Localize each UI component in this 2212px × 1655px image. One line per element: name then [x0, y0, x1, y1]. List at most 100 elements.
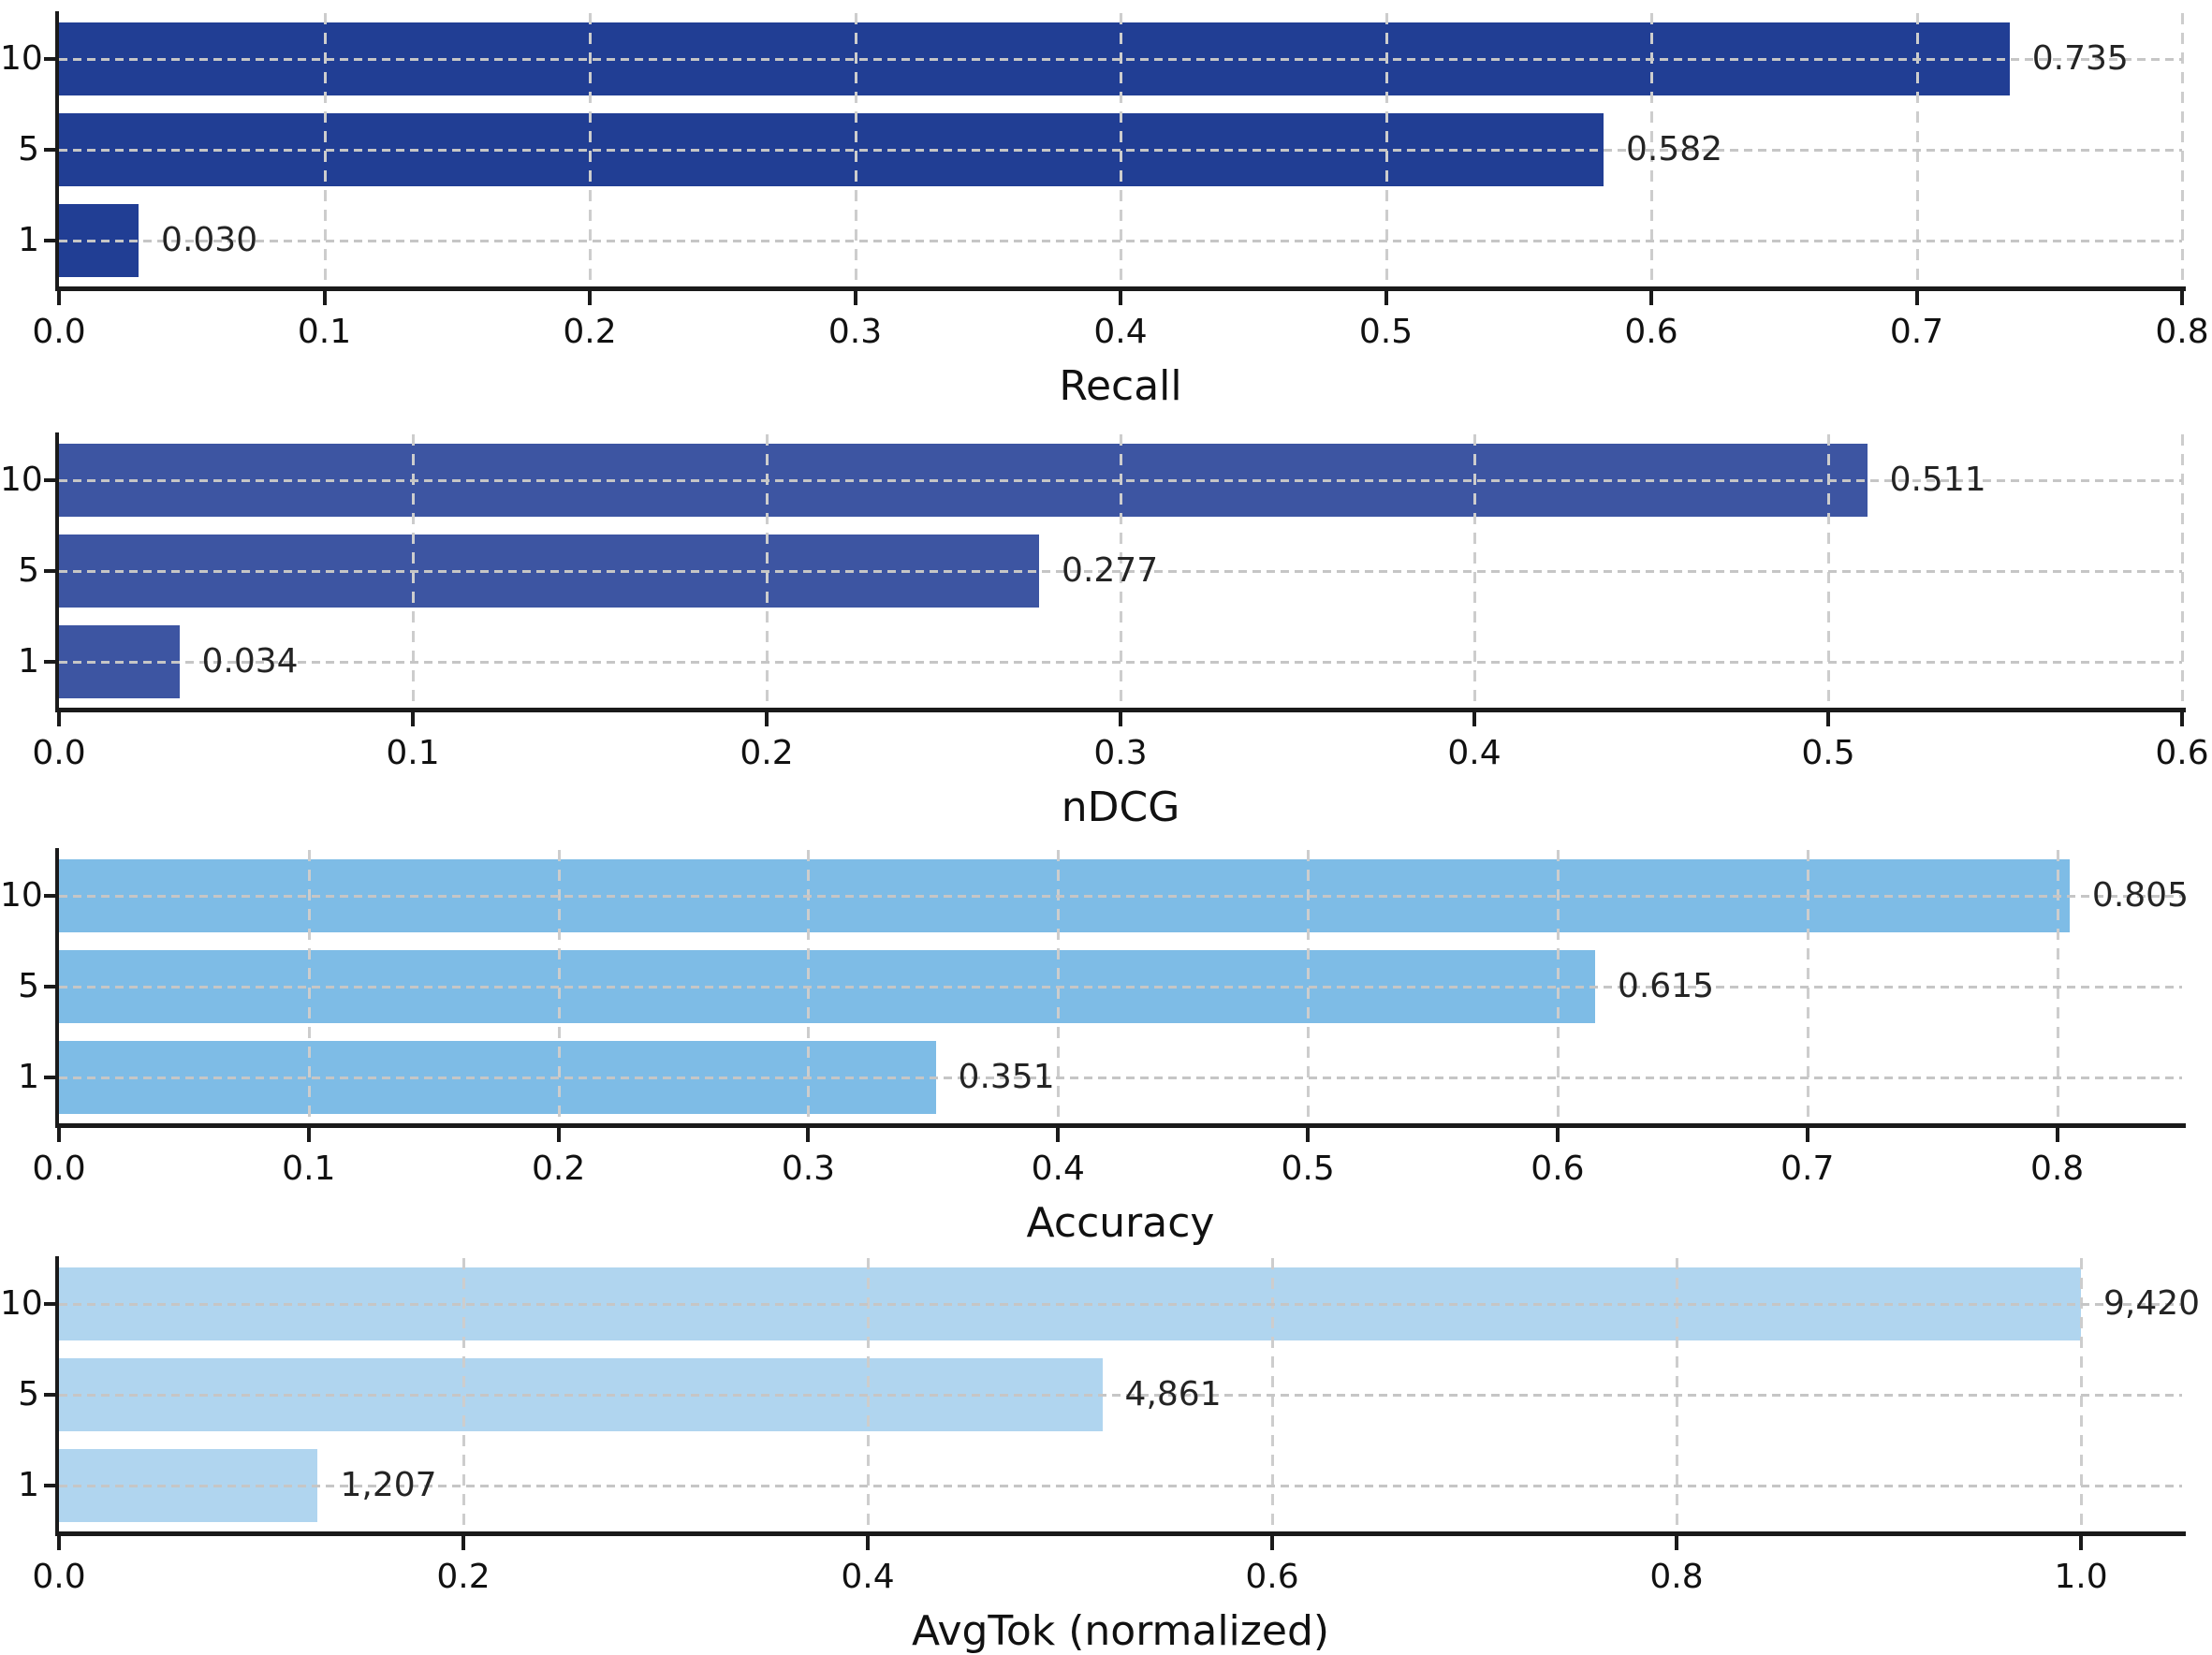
y-gridline: [59, 1394, 2182, 1397]
x-axis-spine: [55, 1123, 2186, 1128]
y-gridline: [59, 149, 2182, 152]
x-tick-mark: [322, 288, 327, 305]
x-tick-mark: [461, 1533, 465, 1550]
axis-title-ndcg: nDCG: [1061, 784, 1180, 831]
x-tick-label: 0.4: [1093, 313, 1148, 351]
x-tick-label: 0.1: [297, 313, 352, 351]
x-tick-mark: [57, 1125, 61, 1142]
x-tick-mark: [1826, 710, 1830, 726]
x-tick-mark: [866, 1533, 870, 1550]
y-gridline: [59, 240, 2182, 243]
y-tick-mark: [44, 477, 59, 482]
x-tick-mark: [1119, 710, 1122, 726]
plot-area-accuracy: 0.805 0.615 0.351: [55, 848, 2189, 1128]
x-tick-mark: [1056, 1125, 1061, 1142]
x-tick-mark: [411, 710, 415, 726]
axis-title-recall: Recall: [1059, 362, 1182, 410]
y-tick-mark: [44, 148, 59, 152]
x-tick-label: 0.2: [532, 1150, 586, 1188]
x-tick-label: 0.5: [1281, 1150, 1335, 1188]
x-tick-mark: [1270, 1533, 1274, 1550]
x-tick-mark: [1649, 288, 1653, 305]
x-axis-spine: [55, 1531, 2186, 1536]
bar-value-label: 0.030: [161, 221, 258, 260]
y-tick-mark: [44, 985, 59, 989]
x-tick-label: 0.0: [32, 1150, 86, 1188]
x-tick-mark: [1555, 1125, 1560, 1142]
x-tick-label: 0.5: [1358, 313, 1414, 351]
x-tick-label: 0.7: [1889, 313, 1944, 351]
x-tick-mark: [806, 1125, 811, 1142]
y-tick-label: 1: [18, 1058, 39, 1097]
y-tick-mark: [44, 1301, 59, 1306]
y-tick-label: 10: [0, 38, 43, 78]
y-tick-label: 10: [0, 875, 43, 915]
y-tick-mark: [44, 56, 59, 61]
x-tick-label: 0.4: [1447, 734, 1502, 772]
bar-value-label: 0.511: [1889, 460, 1986, 499]
y-tick-label: 10: [0, 460, 43, 499]
x-tick-label: 0.7: [1780, 1150, 1835, 1188]
y-tick-label: 5: [18, 1375, 39, 1413]
y-gridline: [59, 894, 2182, 898]
bar-value-label: 0.615: [1617, 967, 1715, 1005]
x-tick-label: 0.2: [436, 1558, 491, 1596]
axis-title-avgtok-normalized: AvgTok (normalized): [911, 1607, 1330, 1655]
x-tick-mark: [2180, 710, 2184, 726]
bar-value-label: 0.277: [1062, 551, 1159, 590]
x-tick-label: 0.8: [2029, 1150, 2085, 1188]
y-gridline: [59, 57, 2182, 61]
y-gridline: [59, 1076, 2182, 1080]
y-gridline: [59, 570, 2182, 573]
x-tick-label: 0.3: [781, 1150, 836, 1188]
plot-area-recall: 0.735 0.582 0.030: [55, 11, 2186, 291]
x-tick-label: 0.1: [386, 734, 440, 772]
y-gridline: [59, 1485, 2182, 1488]
x-tick-mark: [2079, 1533, 2083, 1550]
x-tick-mark: [1384, 288, 1388, 305]
x-tick-mark: [57, 288, 61, 305]
y-gridline: [59, 661, 2182, 665]
y-gridline: [59, 478, 2182, 482]
x-tick-label: 0.1: [282, 1150, 336, 1188]
x-tick-mark: [588, 288, 592, 305]
chart-ndcg: 0.511 0.277 0.034 0.0 0.1 0.2 0.3 0.4 0.5 0.6 10 5 1…: [0, 432, 2212, 848]
x-tick-label: 0.6: [2155, 734, 2209, 772]
x-tick-mark: [57, 710, 61, 726]
plot-area-ndcg: 0.511 0.277 0.034: [55, 432, 2186, 712]
x-tick-label: 0.8: [2155, 313, 2209, 351]
x-tick-label: 0.3: [828, 313, 883, 351]
x-tick-label: 0.2: [740, 734, 794, 772]
y-tick-label: 1: [18, 642, 39, 681]
y-tick-label: 5: [18, 967, 39, 1005]
x-tick-label: 0.8: [1649, 1558, 1704, 1596]
x-tick-mark: [57, 1533, 61, 1550]
x-tick-mark: [1675, 1533, 1678, 1550]
x-tick-label: 0.6: [1531, 1150, 1585, 1188]
x-tick-label: 0.4: [1031, 1150, 1085, 1188]
x-tick-label: 0.4: [841, 1558, 895, 1596]
x-tick-mark: [1472, 710, 1476, 726]
y-tick-mark: [44, 660, 59, 665]
bar-value-label: 0.805: [2091, 875, 2189, 915]
y-tick-mark: [44, 1393, 59, 1397]
x-tick-mark: [306, 1125, 311, 1142]
bar-value-label: 1,207: [340, 1466, 437, 1505]
x-tick-mark: [1914, 288, 1919, 305]
bar-value-label: 9,420: [2103, 1283, 2201, 1323]
y-tick-mark: [44, 239, 59, 243]
y-tick-mark: [44, 893, 59, 898]
x-tick-label: 1.0: [2054, 1558, 2108, 1596]
bar-value-label: 0.034: [201, 642, 299, 681]
axis-title-accuracy: Accuracy: [1026, 1199, 1215, 1247]
y-tick-label: 5: [18, 130, 39, 168]
x-tick-mark: [1119, 288, 1122, 305]
x-gridline: [2181, 13, 2184, 286]
bar-value-label: 4,861: [1124, 1375, 1222, 1413]
bar-value-label: 0.582: [1625, 130, 1723, 168]
x-gridline: [2181, 434, 2184, 708]
plot-area-avgtok-normalized: 9,420 4,861 1,207: [55, 1256, 2200, 1536]
y-gridline: [59, 986, 2182, 989]
x-tick-label: 0.0: [32, 1558, 86, 1596]
y-tick-label: 5: [18, 551, 39, 590]
